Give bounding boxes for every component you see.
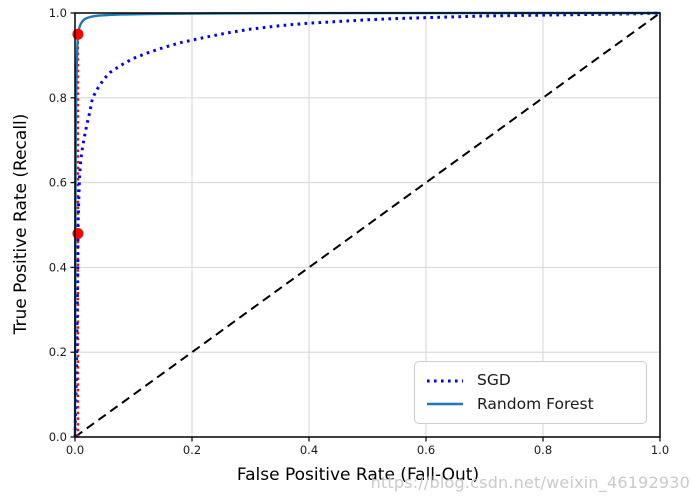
x-tick-label: 0.4 [300,443,318,457]
y-tick-label: 1.0 [49,6,67,20]
x-tick-label: 0.8 [534,443,552,457]
chance-diagonal-curve [74,12,661,438]
csdn-watermark: https://blog.csdn.net/weixin_46192930 [370,473,690,492]
legend-item-random-forest: Random Forest [426,394,636,413]
threshold-marker [72,28,84,40]
y-tick-label: 0.4 [49,260,67,274]
sgd-dotted-line-swatch [427,379,463,383]
legend: SGD Random Forest [414,361,647,424]
y-tick-label: 0.2 [49,345,67,359]
x-tick-label: 0.2 [183,443,201,457]
legend-label-sgd: SGD [477,371,511,389]
y-axis-label: True Positive Rate (Recall) [11,113,31,335]
x-axis-label: False Positive Rate (Fall-Out) [236,465,480,485]
legend-label-random-forest: Random Forest [477,394,594,413]
sgd-curve [73,11,661,438]
y-tick-label: 0.8 [49,91,67,105]
threshold-marker [72,227,84,239]
x-tick-label: 0.6 [417,443,435,457]
y-tick-label: 0.0 [49,430,67,444]
random-forest-line-swatch [427,403,463,406]
x-tick-label: 0.0 [66,443,84,457]
legend-item-sgd: SGD [426,371,636,389]
y-tick-label: 0.6 [49,176,67,190]
x-tick-label: 1.0 [651,443,669,457]
plot-frame [74,12,661,438]
